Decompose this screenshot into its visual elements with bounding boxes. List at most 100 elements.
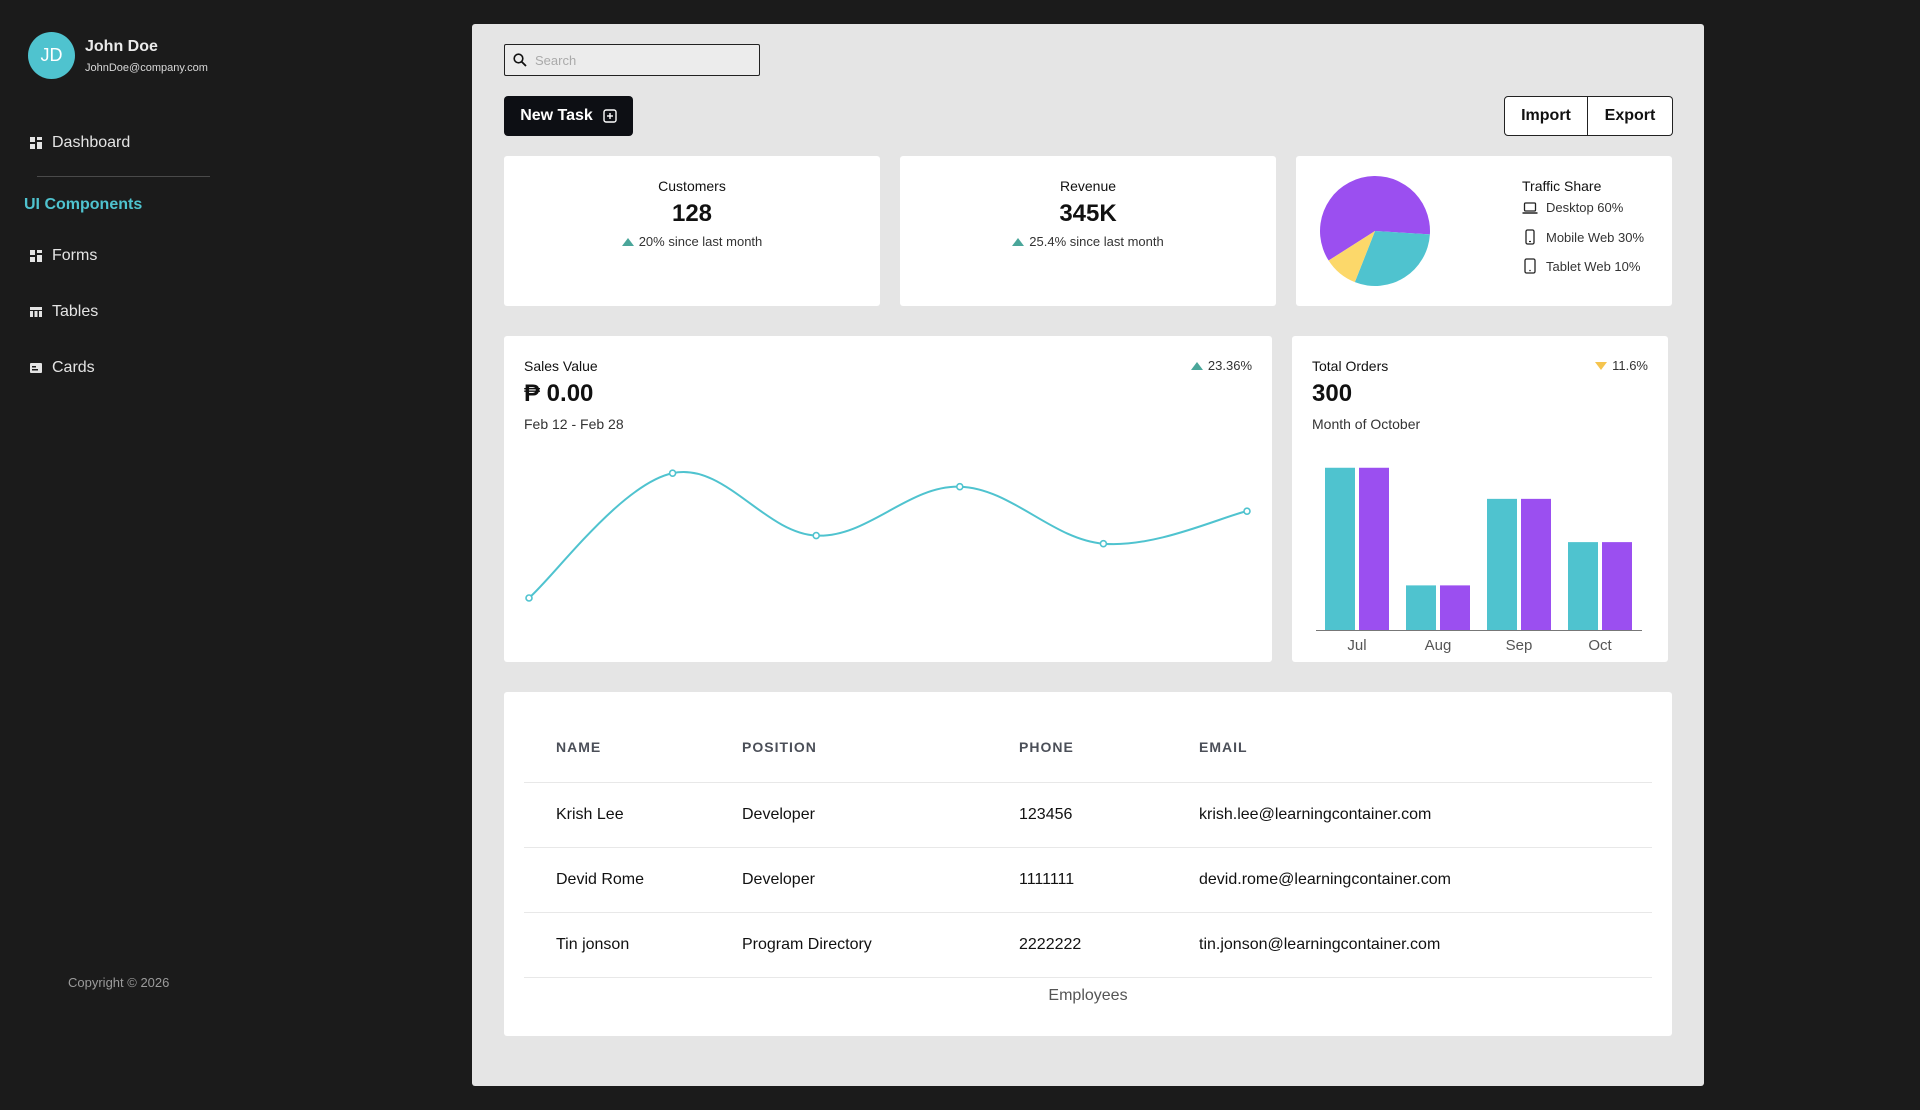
pie-slice-desktop [1320,176,1430,261]
stat-change: 25.4% since last month [900,234,1276,249]
bar-sep-2[interactable] [1521,498,1551,630]
bar-oct-1[interactable] [1568,542,1598,630]
trend-up-icon [1190,361,1203,370]
orders-label: Total Orders [1312,358,1389,374]
table-caption: Employees [1048,987,1128,1004]
sales-series-line [528,470,1248,599]
x-tick-label: Oct [1588,637,1612,654]
stat-change-text: 20% since last month [638,234,763,249]
export-button[interactable]: Export [1588,96,1673,136]
user-name: John Doe [85,37,158,55]
bar-aug-1[interactable] [1406,585,1436,630]
plus-square-icon [603,109,617,123]
traffic-share-card: Traffic Share Desktop 60% Mobile Web 30%… [1296,156,1672,306]
sales-label: Sales Value [524,358,598,374]
table-header-row: NAME POSITION PHONE EMAIL [524,712,1652,783]
tablet-icon [1524,258,1536,274]
cell-phone: 123456 [1019,782,1199,848]
sidebar-section-title[interactable]: UI Components [24,196,143,213]
bar-oct-2[interactable] [1602,542,1632,630]
bar-aug-2[interactable] [1440,585,1470,630]
sidebar-item-label: Cards [52,359,95,376]
cards-icon [30,363,42,373]
pie-slice-mobile-web [1354,231,1430,286]
import-button[interactable]: Import [1504,96,1588,136]
table-row[interactable]: Tin jonson Program Directory 2222222 tin… [524,912,1652,978]
laptop-icon [1522,201,1538,214]
sales-point[interactable] [1099,539,1108,548]
x-tick-label: Jul [1347,637,1366,654]
customers-card: Customers 128 20% since last month [504,156,880,306]
new-task-label: New Task [520,107,593,124]
search-icon [513,53,527,67]
sales-point[interactable] [525,594,533,602]
cell-position: Developer [742,782,1019,848]
cell-email: devid.rome@learningcontainer.com [1199,847,1652,913]
stat-change: 20% since last month [504,234,880,249]
search-box[interactable] [504,44,760,76]
traffic-title: Traffic Share [1522,178,1602,194]
orders-change-text: 11.6% [1612,358,1648,373]
column-header-email[interactable]: EMAIL [1199,712,1652,783]
column-header-position[interactable]: POSITION [742,712,1019,783]
sales-value-card: Sales Value ₱ 0.00 Feb 12 - Feb 28 23.36… [504,336,1272,662]
bar-jul-1[interactable] [1325,467,1355,630]
revenue-card: Revenue 345K 25.4% since last month [900,156,1276,306]
table-row[interactable]: Devid Rome Developer 1111111 devid.rome@… [524,847,1652,913]
sidebar-item-dashboard[interactable]: Dashboard [30,134,130,152]
sales-point[interactable] [812,531,821,540]
traffic-row-label: Mobile Web 30% [1546,229,1645,245]
sidebar-item-cards[interactable]: Cards [30,359,95,377]
bar-jul-2[interactable] [1359,467,1389,630]
sidebar-item-label: Forms [52,247,98,264]
traffic-row-label: Desktop 60% [1546,200,1624,215]
dashboard-icon [30,137,42,149]
search-input[interactable] [535,52,735,68]
sales-point[interactable] [955,482,964,491]
sidebar-item-label: Dashboard [52,134,131,151]
table-row[interactable]: Krish Lee Developer 123456 krish.lee@lea… [524,782,1652,848]
traffic-row-label: Tablet Web 10% [1546,258,1641,274]
stat-value: 345K [1059,200,1117,227]
sales-value: ₱ 0.00 [524,380,594,407]
x-tick-label: Aug [1425,637,1452,654]
sidebar-item-forms[interactable]: Forms [30,247,97,265]
user-profile: JD John Doe JohnDoe@company.com [28,32,208,79]
sidebar-item-label: Tables [52,303,99,320]
cell-phone: 1111111 [1019,847,1199,913]
sales-point[interactable] [668,469,677,477]
column-header-name[interactable]: NAME [524,712,742,783]
user-email: JohnDoe@company.com [85,61,208,74]
orders-bar-chart: Jul Aug Sep Oct [1316,467,1642,654]
employees-table-card: NAME POSITION PHONE EMAIL Krish Lee Deve… [504,692,1672,1036]
sidebar-item-tables[interactable]: Tables [30,303,98,321]
trend-up-icon [621,237,634,246]
forms-icon [30,250,42,262]
sales-line-chart [525,469,1251,602]
stat-title: Revenue [1059,178,1117,194]
cell-position: Program Directory [742,912,1019,978]
traffic-pie-chart [1320,176,1430,286]
import-export-group: Import Export [1504,96,1673,136]
avatar[interactable]: JD [28,32,75,79]
cell-phone: 2222222 [1019,912,1199,978]
cell-email: tin.jonson@learningcontainer.com [1199,912,1652,978]
orders-change: 11.6% [1595,358,1648,373]
new-task-button[interactable]: New Task [504,96,633,136]
trend-up-icon [1012,237,1025,246]
sales-change: 23.36% [1190,358,1252,373]
employees-table: NAME POSITION PHONE EMAIL Krish Lee Deve… [524,712,1652,978]
stat-value: 128 [671,200,713,227]
sales-point[interactable] [1243,507,1251,515]
bar-sep-1[interactable] [1487,498,1517,630]
trend-down-icon [1595,361,1608,370]
cell-name: Tin jonson [524,912,742,978]
main-panel: New Task Import Export Customers 128 20%… [472,24,1704,1086]
total-orders-card: Total Orders 300 Month of October 11.6% … [1292,336,1668,662]
orders-value: 300 [1312,380,1353,407]
cell-position: Developer [742,847,1019,913]
column-header-phone[interactable]: PHONE [1019,712,1199,783]
copyright: Copyright © 2026 [68,975,170,990]
pie-slice-tablet-web [1328,231,1375,283]
sales-range: Feb 12 - Feb 28 [524,416,624,432]
